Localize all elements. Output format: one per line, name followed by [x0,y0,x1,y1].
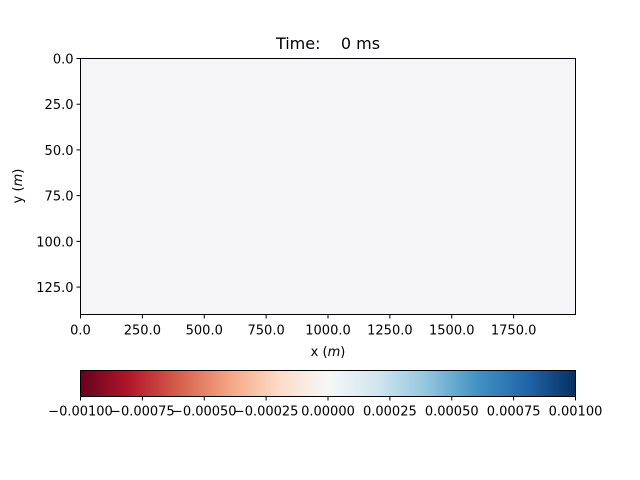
colorbar-tick-label: −0.00075 [110,405,175,420]
y-tick-label: 100.0 [36,235,73,250]
x-tick-label: 0.0 [70,324,91,339]
y-axis-label: y (m) [11,169,26,204]
x-axis: 0.0 250.0 500.0 750.0 1000.0 1250.0 1500.0 1750… [70,314,537,339]
colorbar-tick-label: 0.00000 [301,405,355,420]
colorbar-tick-label: 0.00050 [425,405,479,420]
y-axis-label-var: y ( [11,186,26,203]
y-axis-label-unit: m [11,174,26,187]
colorbar [80,370,576,397]
x-tick-label: 1250.0 [367,324,413,339]
heatmap-field [80,58,576,315]
x-tick-label: 500.0 [186,324,223,339]
y-tick-label: 25.0 [45,98,74,113]
y-tick-label: 75.0 [45,190,74,205]
colorbar-ticks: −0.00100−0.00075−0.00050−0.00025 0.00000 0… [48,396,603,420]
chart-title: Time: 0 ms [275,34,380,53]
y-axis: 0.0 25.0 50.0 75.0 100.0 125.0 [36,53,81,296]
colorbar-tick-label: −0.00100 [48,405,113,420]
x-axis-label-var: x ( [311,345,328,360]
x-axis-label: x (m) [311,345,346,360]
y-tick-label: 125.0 [36,281,73,296]
colorbar-tick-label: 0.00100 [549,405,603,420]
colorbar-tick-label: 0.00025 [363,405,417,420]
y-tick-label: 50.0 [45,144,74,159]
x-axis-label-unit: m [328,345,341,360]
colorbar-tick-label: −0.00050 [172,405,237,420]
colorbar-tick-label: −0.00025 [234,405,299,420]
x-tick-label: 1000.0 [305,324,351,339]
x-tick-label: 1750.0 [491,324,537,339]
y-tick-label: 0.0 [53,53,74,68]
x-tick-label: 1500.0 [429,324,475,339]
y-axis-label-close: ) [11,169,26,174]
x-tick-label: 750.0 [248,324,285,339]
x-tick-label: 250.0 [124,324,161,339]
x-axis-label-close: ) [340,345,345,360]
colorbar-tick-label: 0.00075 [487,405,541,420]
